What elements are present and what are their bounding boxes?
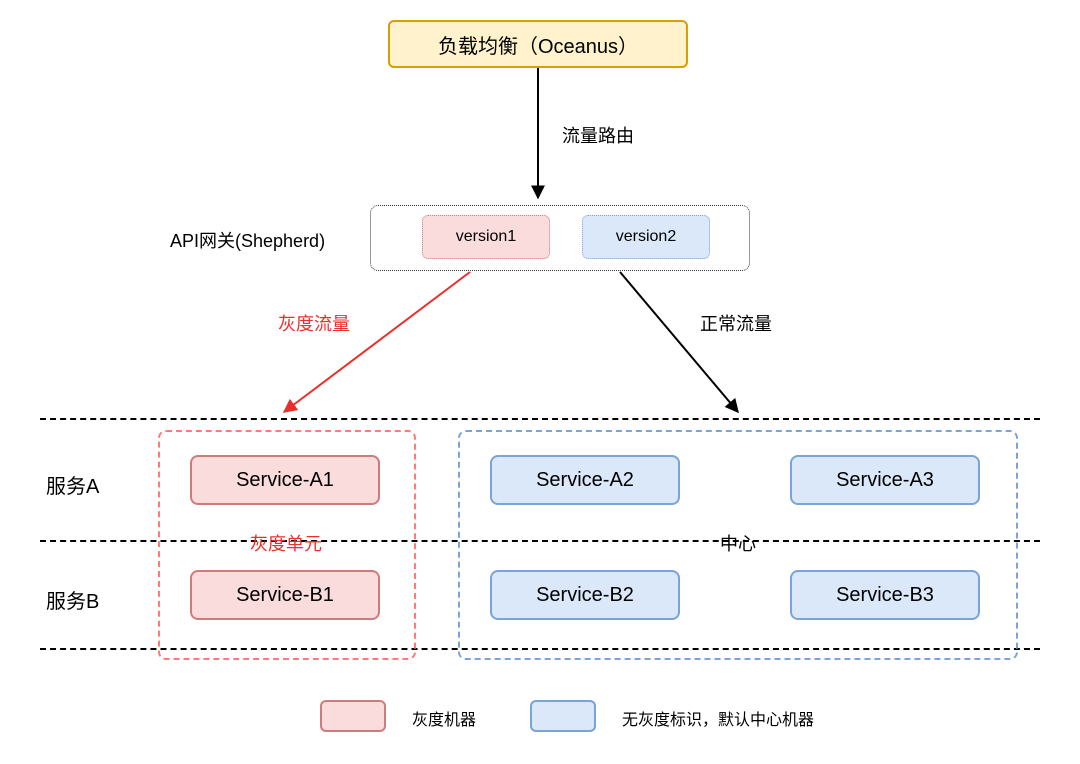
- node-label: Service-B1: [236, 584, 334, 607]
- legend-swatch-center: [530, 700, 596, 732]
- group-label-center: 中心: [720, 530, 756, 556]
- node-label: Service-B3: [836, 584, 934, 607]
- node-service-a3: Service-A3: [790, 455, 980, 505]
- node-service-a2: Service-A2: [490, 455, 680, 505]
- node-label: Service-A2: [536, 469, 634, 492]
- gateway-label: API网关(Shepherd): [170, 227, 325, 253]
- node-label: Service-A3: [836, 469, 934, 492]
- node-service-b3: Service-B3: [790, 570, 980, 620]
- node-service-b1: Service-B1: [190, 570, 380, 620]
- node-service-b2: Service-B2: [490, 570, 680, 620]
- edge-label-normal-traffic: 正常流量: [700, 310, 772, 336]
- legend-swatch-gray: [320, 700, 386, 732]
- row-label-service-b: 服务B: [46, 585, 99, 614]
- node-service-a1: Service-A1: [190, 455, 380, 505]
- node-label: version1: [456, 228, 516, 246]
- node-label: Service-A1: [236, 469, 334, 492]
- node-version2: version2: [582, 215, 710, 259]
- legend-label-center: 无灰度标识，默认中心机器: [622, 706, 814, 730]
- row-label-service-a: 服务A: [46, 470, 99, 499]
- divider-1: [40, 418, 1040, 420]
- node-load-balancer: 负载均衡（Oceanus）: [388, 20, 688, 68]
- legend-label-gray: 灰度机器: [412, 706, 476, 730]
- edge-label-routing: 流量路由: [562, 122, 634, 148]
- node-label: Service-B2: [536, 584, 634, 607]
- node-label: version2: [616, 228, 676, 246]
- edge-gateway-normal: [620, 272, 738, 412]
- node-label: 负载均衡（Oceanus）: [438, 30, 638, 59]
- edge-label-gray-traffic: 灰度流量: [278, 310, 350, 336]
- node-version1: version1: [422, 215, 550, 259]
- edge-gateway-gray: [284, 272, 470, 412]
- group-label-gray: 灰度单元: [250, 530, 322, 556]
